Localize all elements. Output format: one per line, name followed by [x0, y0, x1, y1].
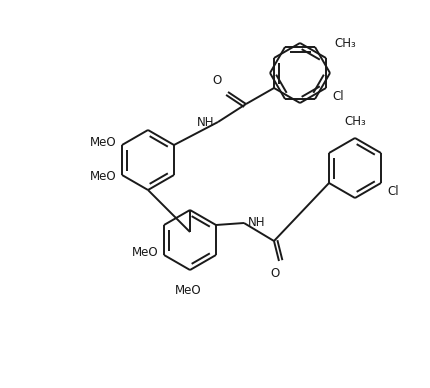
Text: NH: NH — [248, 217, 265, 229]
Text: CH₃: CH₃ — [334, 37, 356, 50]
Text: MeO: MeO — [89, 137, 116, 149]
Text: Cl: Cl — [332, 90, 344, 103]
Text: O: O — [213, 74, 222, 87]
Text: MeO: MeO — [132, 246, 158, 260]
Text: MeO: MeO — [89, 170, 116, 184]
Text: NH: NH — [197, 116, 214, 128]
Text: MeO: MeO — [175, 284, 201, 297]
Text: CH₃: CH₃ — [344, 115, 366, 128]
Text: Cl: Cl — [387, 185, 399, 198]
Text: O: O — [270, 267, 280, 280]
